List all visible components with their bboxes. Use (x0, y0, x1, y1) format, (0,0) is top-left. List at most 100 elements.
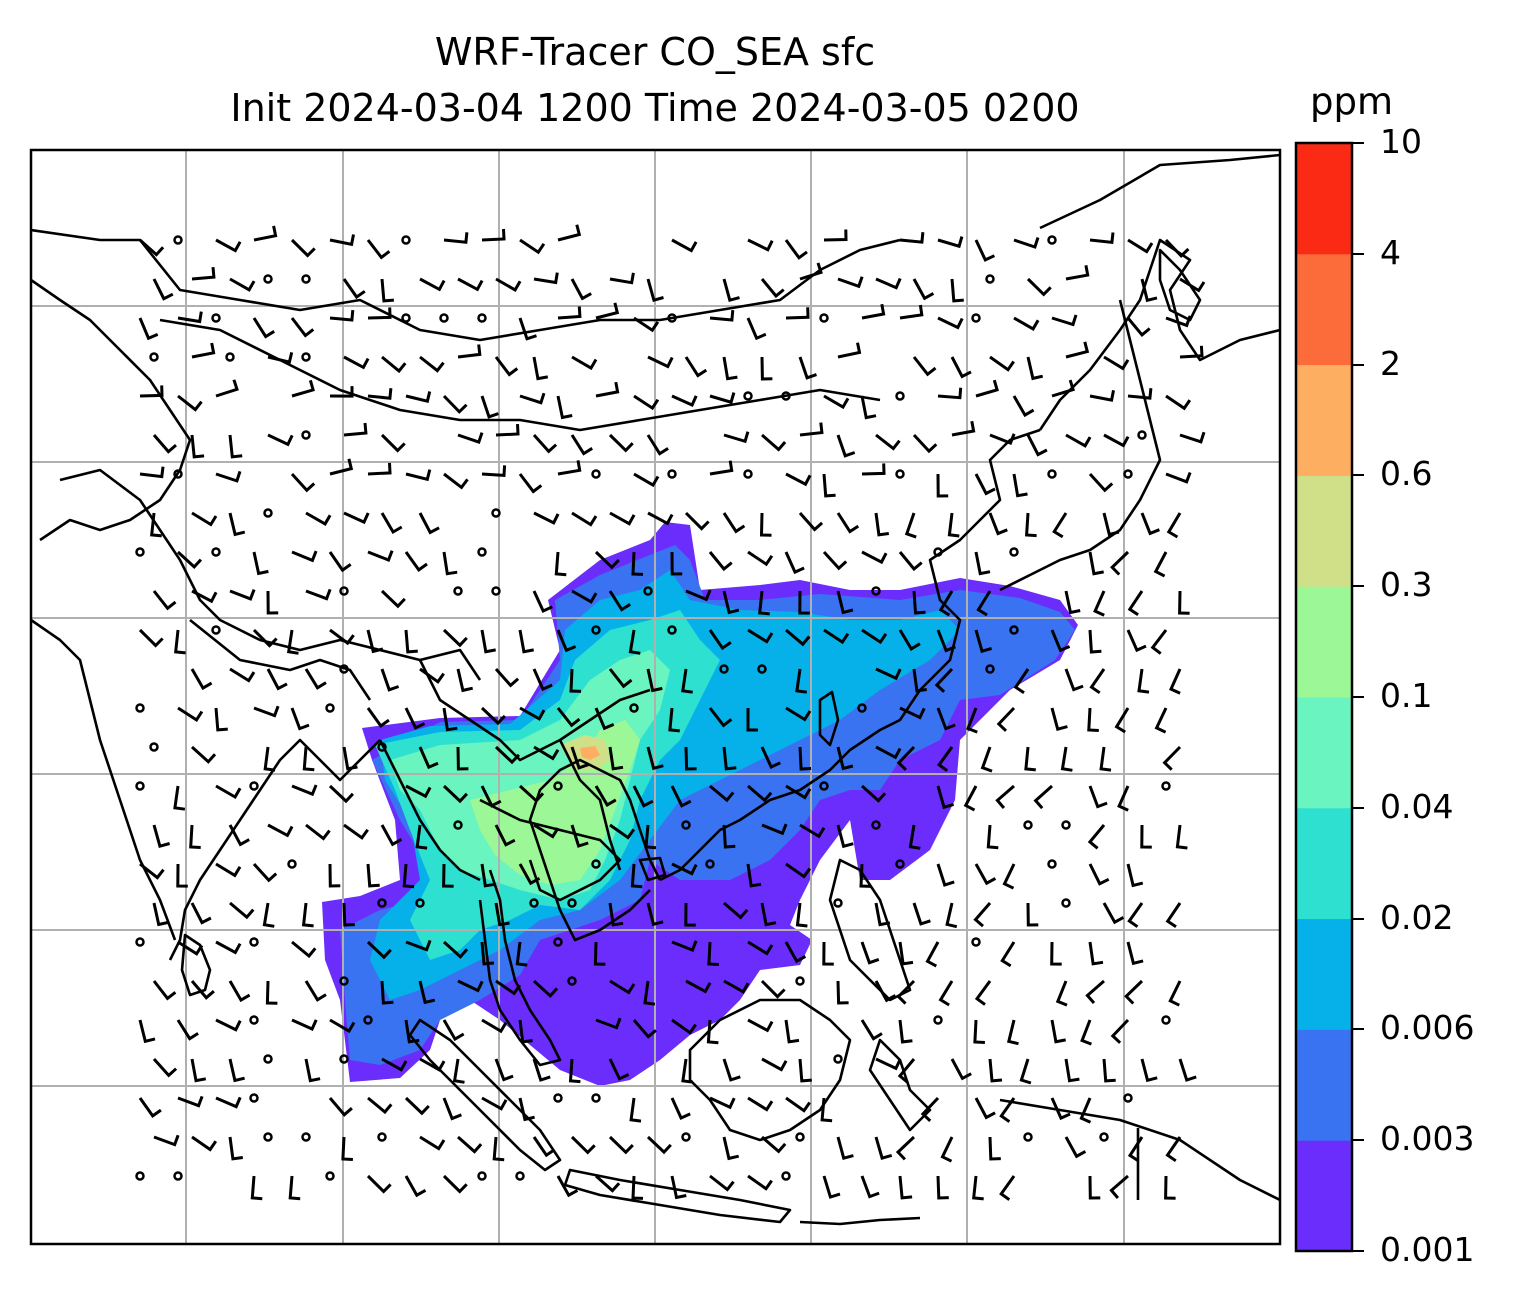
calm-circle (781, 1171, 791, 1181)
wind-barb (936, 629, 956, 653)
wind-barb (519, 706, 546, 721)
colorbar-tick (1352, 585, 1364, 588)
border-myanmar (378, 739, 481, 882)
wind-barb (253, 225, 278, 242)
wind-barb (709, 1174, 735, 1192)
wind-barb (1088, 863, 1110, 886)
wind-barb (442, 863, 454, 888)
wind-barb (747, 238, 774, 252)
calm-circle (263, 1132, 273, 1142)
wind-barb (908, 824, 921, 850)
map-frame (29, 148, 1282, 1246)
wind-barb (823, 628, 850, 645)
wind-barb (304, 1058, 321, 1083)
wind-barb (795, 902, 808, 928)
wind-barb (569, 668, 582, 693)
wind-barb (822, 941, 834, 966)
wind-barb (963, 785, 978, 812)
wind-barb (419, 1135, 446, 1151)
calm-circle (781, 391, 791, 401)
coast-korea-china (659, 428, 1041, 882)
colorbar-level-label: 4 (1380, 232, 1401, 272)
wind-barb (518, 317, 537, 341)
calm-circle (249, 781, 259, 791)
wind-barb (860, 941, 880, 965)
wind-barb (1055, 980, 1068, 1007)
wind-barb (761, 433, 787, 452)
wind-barb (1013, 316, 1040, 331)
wind-barb (215, 1096, 242, 1109)
wind-barb (480, 863, 496, 888)
wind-barb (456, 668, 474, 693)
wind-barb (595, 302, 620, 320)
colorbar-tick (1352, 1250, 1364, 1252)
wind-barb (492, 1136, 505, 1162)
calm-circle (871, 586, 881, 596)
wind-barb (418, 980, 436, 1005)
wind-barb (746, 317, 767, 341)
colorbar-tick (1352, 474, 1364, 477)
wind-barb (681, 668, 693, 694)
wind-barb (228, 824, 250, 847)
wind-barb (556, 707, 581, 728)
wind-barb (785, 784, 812, 800)
wind-barb (633, 394, 660, 411)
colorbar-level-label: 0.02 (1380, 897, 1454, 937)
wind-barb (176, 863, 188, 888)
calm-circle (377, 1132, 387, 1142)
wind-barb (875, 1057, 902, 1071)
wind-barb (685, 979, 712, 994)
wind-barb (139, 862, 165, 880)
wind-barb (366, 629, 384, 654)
wind-barb (860, 395, 877, 420)
wind-barb (366, 1174, 392, 1194)
wind-barb (457, 1135, 483, 1154)
wind-barb (898, 629, 921, 651)
wind-barb (1165, 902, 1182, 929)
wind-barb (556, 395, 573, 420)
wind-barb (988, 1058, 1003, 1083)
wind-barb (515, 941, 528, 967)
wind-barb (152, 902, 169, 927)
wind-barb (633, 316, 660, 333)
wind-barb (874, 512, 889, 537)
wind-barb (265, 980, 278, 1005)
coast-java (563, 1168, 792, 1224)
border-laos-vietnam (558, 739, 622, 871)
wind-barb (722, 1136, 740, 1161)
wind-barb (760, 902, 777, 927)
calm-circle (477, 547, 487, 557)
wind-barb (899, 304, 924, 320)
wind-barb (1150, 629, 1168, 655)
calm-circle (491, 508, 501, 518)
wind-barb (174, 629, 186, 655)
wind-barb (722, 824, 736, 849)
colorbar-segment (1296, 918, 1352, 1030)
wind-barb (912, 668, 927, 693)
wind-barb (609, 272, 635, 285)
wind-barb (747, 940, 774, 956)
wind-barb (1102, 902, 1125, 925)
wind-barb (1052, 512, 1068, 539)
coast-lesser-sunda (799, 1216, 921, 1226)
wind-barb (670, 551, 683, 576)
wind-barb (215, 238, 242, 253)
border-westasia (31, 278, 192, 542)
wind-barb (874, 902, 891, 927)
wind-barb (684, 511, 710, 531)
calm-circle (515, 1171, 525, 1181)
wind-barb (1178, 590, 1190, 615)
wind-barb (418, 512, 440, 535)
wind-barb (1179, 277, 1206, 293)
calm-circle (553, 781, 563, 791)
wind-barb (1013, 237, 1040, 249)
wind-barb (632, 785, 654, 808)
wind-barb (343, 422, 368, 437)
calm-circle (833, 898, 843, 908)
wind-barb (328, 1097, 353, 1117)
wind-barb (1064, 1136, 1087, 1159)
wind-barb (974, 239, 996, 262)
wind-barb (570, 278, 592, 301)
wind-barb (266, 668, 288, 691)
wind-barb (1102, 512, 1120, 537)
